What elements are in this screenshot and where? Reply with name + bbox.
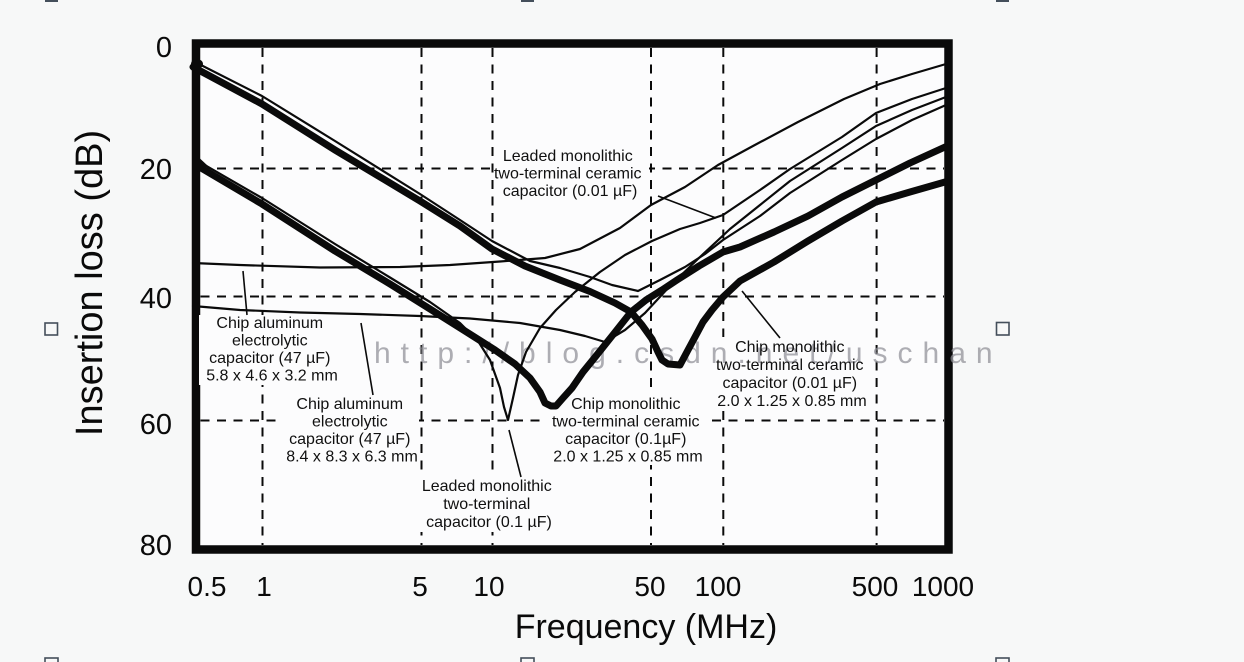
svg-text:Insertion loss (dB): Insertion loss (dB) — [69, 130, 111, 436]
svg-text:20: 20 — [140, 154, 172, 186]
svg-text:500: 500 — [852, 571, 899, 602]
svg-text:Leaded monolithic two-te: Leaded monolithic two-terminal capacitor… — [422, 478, 556, 531]
svg-text:5: 5 — [412, 571, 428, 602]
svg-text:Leaded monolithic two-te: Leaded monolithic two-terminal ceramic c… — [494, 148, 646, 200]
svg-text:Frequency (MHz): Frequency (MHz) — [515, 608, 778, 646]
svg-text:100: 100 — [695, 571, 742, 602]
svg-text:80: 80 — [140, 530, 172, 562]
svg-text:50: 50 — [634, 571, 665, 602]
svg-text:Chip monolithic two-term: Chip monolithic two-terminal ceramic cap… — [552, 396, 704, 466]
svg-text:0.5: 0.5 — [188, 571, 227, 602]
svg-text:Chip monolithic two-term: Chip monolithic two-terminal ceramic cap… — [716, 339, 868, 410]
svg-text:10: 10 — [473, 571, 504, 602]
svg-text:Chip aluminum electrolyt: Chip aluminum electrolytic capacitor (47… — [206, 315, 338, 385]
svg-text:40: 40 — [140, 283, 172, 315]
svg-text:60: 60 — [140, 409, 172, 441]
svg-text:Chip aluminum electrolyt: Chip aluminum electrolytic capacitor (47… — [286, 396, 418, 466]
svg-text:0: 0 — [156, 32, 172, 64]
svg-text:1000: 1000 — [912, 571, 974, 602]
svg-text:1: 1 — [256, 571, 272, 602]
